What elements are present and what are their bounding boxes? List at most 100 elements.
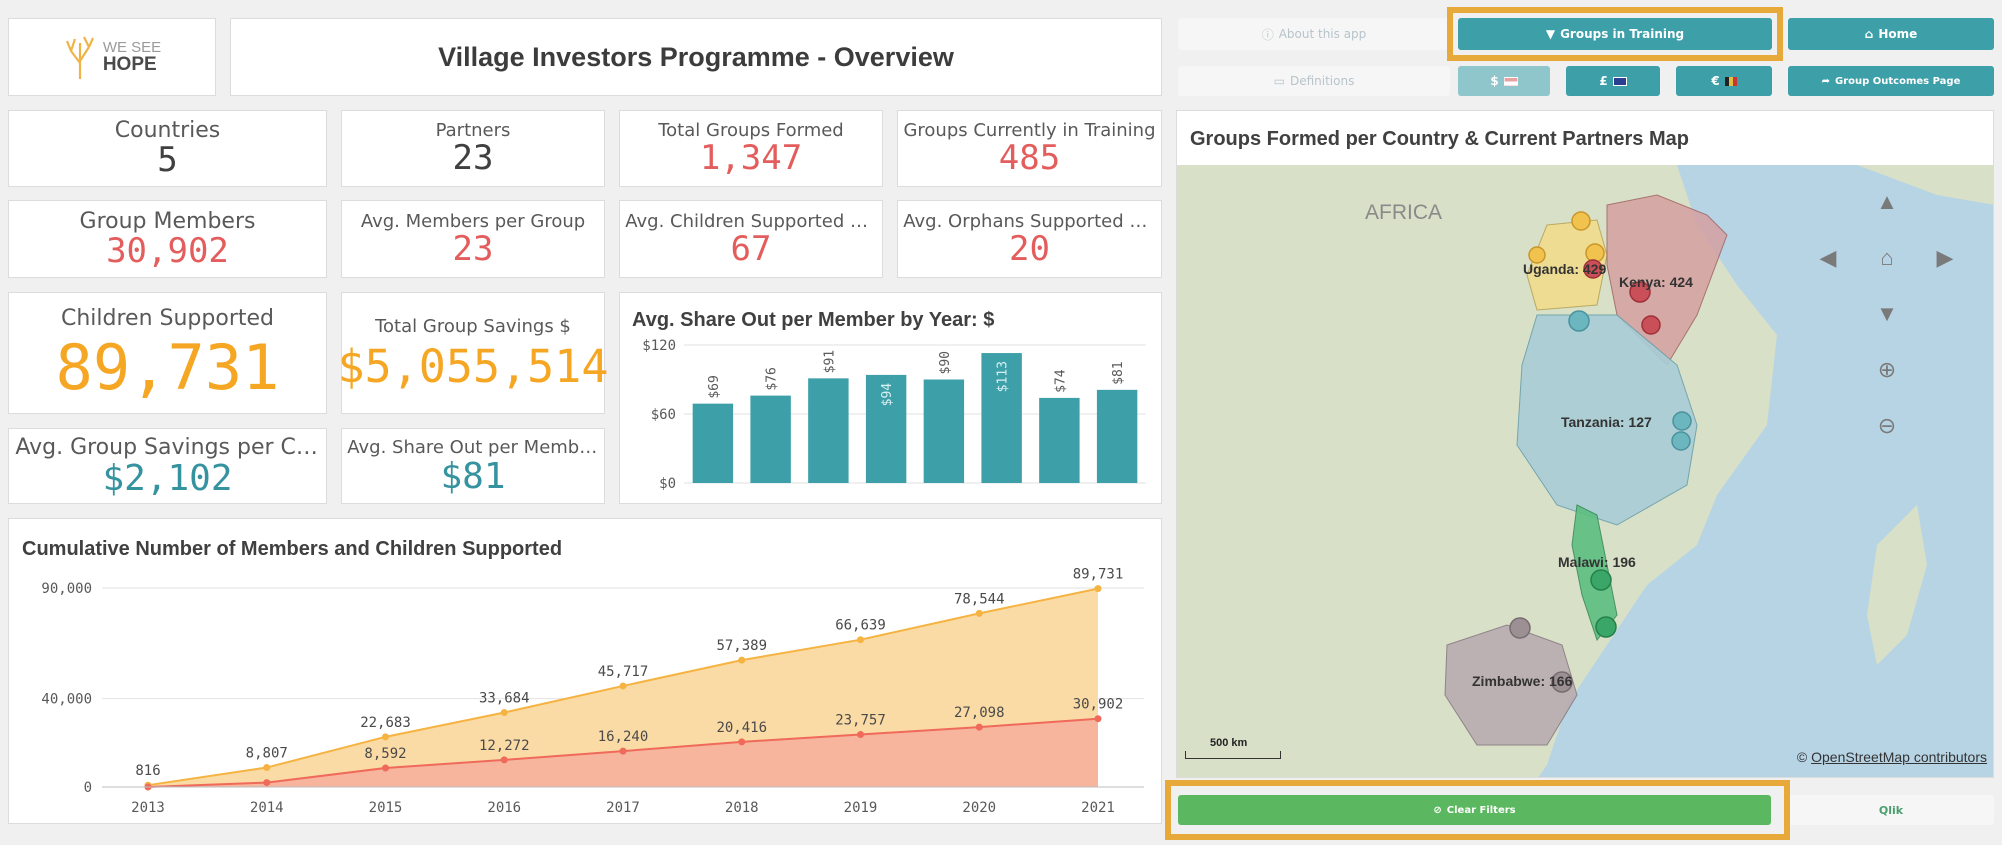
country-label-uganda: Uganda: 429 xyxy=(1523,261,1607,277)
bar-y-tick: $120 xyxy=(642,338,676,354)
kpi-value: 30,902 xyxy=(106,230,229,271)
partner-dot xyxy=(1551,671,1573,693)
area-y-tick: 0 xyxy=(84,780,92,796)
qlik-logo: Qlik xyxy=(1788,795,1994,825)
bar-value-label: $69 xyxy=(707,375,722,398)
kpi-avg-children: Avg. Children Supported per G... 67 xyxy=(619,200,883,278)
partner-dot xyxy=(1571,211,1591,231)
area-point xyxy=(1094,715,1102,723)
area-point xyxy=(619,682,627,690)
partner-dot xyxy=(1595,616,1617,638)
area-y-tick: 40,000 xyxy=(41,692,92,708)
zoom-in-icon[interactable]: ⊕ xyxy=(1877,357,1897,382)
map-canvas[interactable]: AFRICA Uganda: 429 Kenya: 424 Tanzania: … xyxy=(1177,165,1993,777)
bar xyxy=(750,395,791,483)
area-x-tick: 2013 xyxy=(131,800,165,816)
home-button[interactable]: ⌂ Home xyxy=(1788,18,1994,50)
area-chart: 0 40,000 90,000 2013 2014 2015 2016 2017 2018 201… xyxy=(41,567,1144,816)
area-x-tick: 2016 xyxy=(487,800,521,816)
kpi-value: 67 xyxy=(730,228,772,269)
pan-left-icon[interactable]: ◀ xyxy=(1819,245,1837,270)
currency-eur-button[interactable]: € xyxy=(1676,66,1772,96)
area-point-label: 89,731 xyxy=(1073,567,1124,583)
pan-right-icon[interactable]: ▶ xyxy=(1936,245,1954,270)
currency-usd-label: $ xyxy=(1490,74,1499,88)
kpi-countries: Countries 5 xyxy=(8,110,327,187)
kpi-label: Children Supported xyxy=(61,305,274,331)
area-point-label: 8,592 xyxy=(364,746,406,762)
area-point xyxy=(857,730,864,738)
country-label-zimbabwe: Zimbabwe: 166 xyxy=(1472,673,1573,689)
kpi-value: $5,055,514 xyxy=(337,339,609,393)
kenya-region xyxy=(1606,194,1728,366)
logo-card: WE SEE HOPE xyxy=(8,18,216,96)
about-button[interactable]: ⓘ About this app xyxy=(1178,18,1450,50)
bar-value-label: $74 xyxy=(1053,369,1068,393)
partner-dot xyxy=(1672,411,1692,431)
clear-filter-icon: ⊘ xyxy=(1433,804,1442,816)
qlik-label: Qlik xyxy=(1878,803,1904,817)
kpi-avg-orphans: Avg. Orphans Supported per ... 20 xyxy=(897,200,1162,278)
uganda-region xyxy=(1526,219,1608,311)
kpi-groups-formed: Total Groups Formed 1,347 xyxy=(619,110,883,187)
partner-dot xyxy=(1585,243,1605,263)
home-view-icon[interactable]: ⌂ xyxy=(1880,245,1894,270)
area-point xyxy=(857,636,864,644)
page-title: Village Investors Programme - Overview xyxy=(438,41,954,72)
country-label-tanzania: Tanzania: 127 xyxy=(1561,414,1652,430)
partner-dot xyxy=(1568,310,1590,332)
tanzania-region xyxy=(1516,314,1698,526)
clear-filters-button[interactable]: ⊘ Clear Filters xyxy=(1178,795,1771,825)
about-label: About this app xyxy=(1278,27,1367,41)
info-icon: ⓘ xyxy=(1261,27,1274,42)
outcomes-label: Group Outcomes Page xyxy=(1835,75,1961,87)
kpi-total-savings: Total Group Savings $ $5,055,514 xyxy=(338,292,608,414)
currency-gbp-label: £ xyxy=(1599,74,1608,88)
area-point-label: 30,902 xyxy=(1073,697,1124,713)
bar-chart: $0 $60 $120 $69 $76 $91 $94 $90 $113 $74 $81 xyxy=(642,338,1146,492)
area-point xyxy=(975,609,983,617)
pan-down-icon[interactable]: ▼ xyxy=(1876,301,1898,326)
kpi-children-supported: Children Supported 89,731 xyxy=(8,292,327,414)
bar-y-tick: $60 xyxy=(651,407,676,423)
bar-value-label: $90 xyxy=(938,351,953,374)
area-point-label: 66,639 xyxy=(835,618,886,634)
map-title: Groups Formed per Country & Current Part… xyxy=(1190,128,1689,150)
map-attribution: © OpenStreetMap contributors xyxy=(1797,749,1987,765)
arabia-hint xyxy=(1857,165,1993,205)
area-chart-panel: Cumulative Number of Members and Childre… xyxy=(8,518,1162,824)
zoom-out-icon[interactable]: ⊖ xyxy=(1877,413,1897,438)
book-icon: ▭ xyxy=(1273,74,1285,88)
area-point xyxy=(619,747,627,755)
groups-in-training-button[interactable]: ▼ Groups in Training xyxy=(1458,18,1772,50)
area-point-label: 33,684 xyxy=(479,691,530,707)
map-svg xyxy=(1177,165,1993,777)
kpi-value: 5 xyxy=(157,140,178,181)
partner-dot xyxy=(1629,281,1651,303)
home-label: Home xyxy=(1878,27,1918,41)
partner-dot xyxy=(1671,431,1691,451)
area-point xyxy=(500,756,508,764)
area-point-label: 8,807 xyxy=(246,746,288,762)
partner-dot xyxy=(1590,569,1612,591)
area-point-label: 78,544 xyxy=(954,591,1005,607)
group-outcomes-button[interactable]: ➦ Group Outcomes Page xyxy=(1788,66,1994,96)
area-point xyxy=(738,738,746,746)
area-x-tick: 2015 xyxy=(369,800,403,816)
uk-flag-icon xyxy=(1612,76,1627,86)
definitions-button[interactable]: ▭ Definitions xyxy=(1178,66,1450,96)
currency-usd-button[interactable]: $ xyxy=(1458,66,1550,96)
area-point xyxy=(382,733,389,741)
bar-value-label: $113 xyxy=(996,361,1011,392)
bar-value-label: $91 xyxy=(822,350,837,373)
attribution-link[interactable]: OpenStreetMap contributors xyxy=(1811,749,1987,765)
pan-up-icon[interactable]: ▲ xyxy=(1876,189,1898,214)
bar-chart-title: Avg. Share Out per Member by Year: $ xyxy=(632,309,995,331)
area-point xyxy=(975,723,983,731)
us-flag-icon xyxy=(1503,76,1518,86)
share-icon: ➦ xyxy=(1821,75,1831,87)
map-scale: 500 km xyxy=(1185,737,1281,759)
currency-gbp-button[interactable]: £ xyxy=(1566,66,1660,96)
partner-dot xyxy=(1583,259,1603,279)
kpi-avg-members: Avg. Members per Group 23 xyxy=(341,200,605,278)
